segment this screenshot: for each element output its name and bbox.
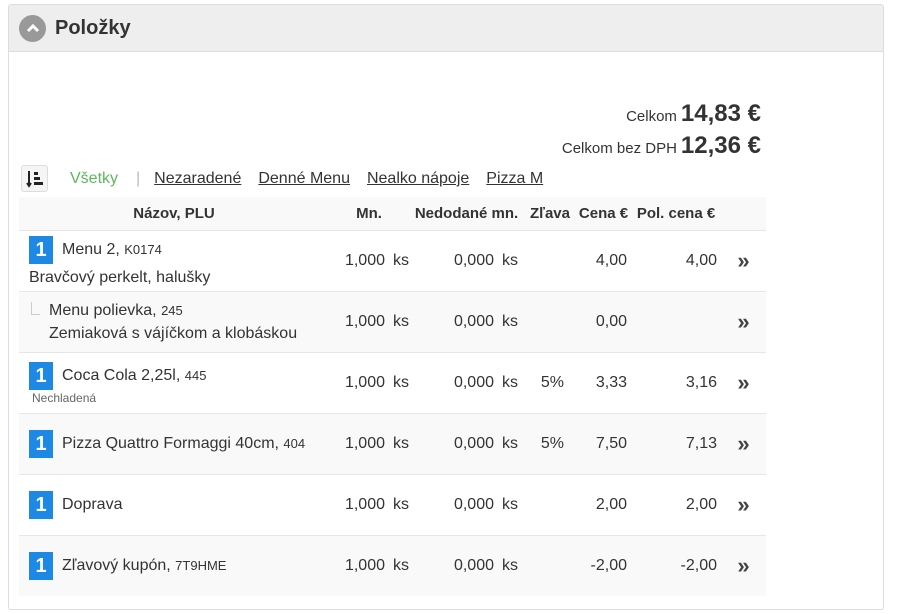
item-price: 0,00 [576, 291, 631, 353]
table-row[interactable]: 1 Doprava 1,000 ks 0,000 ks 2,00 2,00» [19, 474, 766, 536]
chevron-up-icon [26, 23, 39, 33]
item-qty: 1,000 ks [329, 291, 409, 353]
item-name: Menu 2 [62, 240, 116, 258]
item-undelivered: 0,000 ks [409, 535, 524, 596]
quantity-badge[interactable]: 1 [29, 361, 53, 390]
item-discount [524, 474, 576, 536]
col-line-price: Pol. cena € [631, 197, 721, 231]
item-line-price: 3,16 [631, 352, 721, 414]
item-note: Nechladená [32, 390, 97, 405]
item-price: 4,00 [576, 230, 631, 292]
tree-branch-icon [31, 302, 40, 315]
item-discount: 5% [524, 352, 576, 414]
panel-title: Položky [55, 16, 131, 39]
sort-icon [25, 170, 43, 188]
item-line-price: -2,00 [631, 535, 721, 596]
item-name-cell: Menu polievka, 245 Zemiaková s vájíčkom a… [19, 291, 329, 353]
item-plu: 445 [184, 367, 207, 383]
col-price: Cena € [576, 197, 631, 231]
item-name-cell: 1 Doprava [19, 474, 329, 536]
filter-separator: | [136, 169, 141, 187]
quantity-badge[interactable]: 1 [29, 552, 53, 580]
row-detail-button[interactable]: » [721, 413, 766, 475]
row-detail-button[interactable]: » [721, 291, 766, 353]
collapse-button[interactable] [19, 14, 46, 42]
item-discount: 5% [524, 413, 576, 475]
item-undelivered: 0,000 ks [409, 291, 524, 353]
sort-button[interactable] [21, 165, 48, 192]
filter-all[interactable]: Všetky [70, 169, 119, 187]
item-plu: K0174 [124, 241, 162, 257]
item-name-cell: 1 Zľavový kupón, 7T9HME [19, 535, 329, 596]
table-row[interactable]: Menu polievka, 245 Zemiaková s vájíčkom a… [19, 291, 766, 353]
items-table: Názov, PLU Mn. Nedodané mn. Zľava Cena €… [19, 197, 766, 596]
item-undelivered: 0,000 ks [409, 474, 524, 536]
filter-nezaradene[interactable]: Nezaradené [154, 169, 242, 187]
col-discount: Zľava [524, 197, 576, 231]
item-discount [524, 230, 576, 292]
items-panel: Položky Celkom 14,83 € Celkom bez DPH 12,3… [8, 4, 884, 610]
quantity-badge[interactable]: 1 [29, 430, 53, 458]
item-name: Pizza Quattro Formaggi 40cm [62, 435, 275, 453]
item-qty: 1,000 ks [329, 230, 409, 292]
item-price: 3,33 [576, 352, 631, 414]
net-total-value: 12,36 € [680, 132, 761, 159]
row-detail-button[interactable]: » [721, 230, 766, 292]
item-undelivered: 0,000 ks [409, 352, 524, 414]
category-filters: Všetky | Nezaradené Denné Menu Nealko ná… [21, 165, 560, 192]
item-qty: 1,000 ks [329, 535, 409, 596]
filter-pizza-m[interactable]: Pizza M [486, 169, 544, 187]
item-line-price: 2,00 [631, 474, 721, 536]
item-undelivered: 0,000 ks [409, 230, 524, 292]
col-undelivered: Nedodané mn. [409, 197, 524, 231]
table-row[interactable]: 1 Coca Cola 2,25l, 445 Nechladená 1,000 ks 0,… [19, 352, 766, 414]
panel-header: Položky [9, 5, 883, 52]
totals: Celkom 14,83 € Celkom bez DPH 12,36 € [562, 99, 761, 163]
item-discount [524, 535, 576, 596]
item-name: Doprava [62, 496, 123, 514]
table-row[interactable]: 1 Zľavový kupón, 7T9HME 1,000 ks 0,000 ks -2,0… [19, 535, 766, 596]
item-qty: 1,000 ks [329, 413, 409, 475]
item-price: 7,50 [576, 413, 631, 475]
item-price: 2,00 [576, 474, 631, 536]
row-detail-button[interactable]: » [721, 474, 766, 536]
table-row[interactable]: 1 Menu 2, K0174 Bravčový perkelt, halušky 1… [19, 230, 766, 292]
filter-nealko[interactable]: Nealko nápoje [366, 169, 470, 187]
row-detail-button[interactable]: » [721, 535, 766, 596]
quantity-badge[interactable]: 1 [29, 235, 53, 264]
net-total-label: Celkom bez DPH [561, 140, 677, 157]
item-line-price [631, 291, 721, 353]
row-detail-button[interactable]: » [721, 352, 766, 414]
total-value: 14,83 € [680, 100, 761, 127]
item-undelivered: 0,000 ks [409, 413, 524, 475]
item-line-price: 4,00 [631, 230, 721, 292]
item-description: Zemiaková s vájíčkom a klobáskou [49, 324, 298, 342]
item-plu: 245 [161, 302, 183, 318]
item-name-cell: 1 Coca Cola 2,25l, 445 Nechladená [19, 352, 329, 414]
item-name-cell: 1 Pizza Quattro Formaggi 40cm, 404 [19, 413, 329, 475]
item-plu: 7T9HME [175, 558, 227, 574]
total-label: Celkom [626, 108, 677, 125]
item-qty: 1,000 ks [329, 352, 409, 414]
item-discount [524, 291, 576, 353]
item-description: Bravčový perkelt, halušky [29, 268, 211, 286]
filter-denne-menu[interactable]: Denné Menu [258, 169, 350, 187]
item-name: Coca Cola 2,25l [62, 366, 176, 384]
item-line-price: 7,13 [631, 413, 721, 475]
item-price: -2,00 [576, 535, 631, 596]
table-header: Názov, PLU Mn. Nedodané mn. Zľava Cena €… [19, 197, 766, 231]
item-qty: 1,000 ks [329, 474, 409, 536]
quantity-badge[interactable]: 1 [29, 491, 53, 519]
item-name: Menu polievka [49, 301, 153, 319]
col-name: Názov, PLU [19, 197, 329, 231]
item-name-cell: 1 Menu 2, K0174 Bravčový perkelt, halušky [19, 230, 329, 292]
item-plu: 404 [283, 436, 306, 452]
item-name: Zľavový kupón [62, 557, 167, 575]
table-row[interactable]: 1 Pizza Quattro Formaggi 40cm, 404 1,000 ks… [19, 413, 766, 475]
col-qty: Mn. [329, 197, 409, 231]
